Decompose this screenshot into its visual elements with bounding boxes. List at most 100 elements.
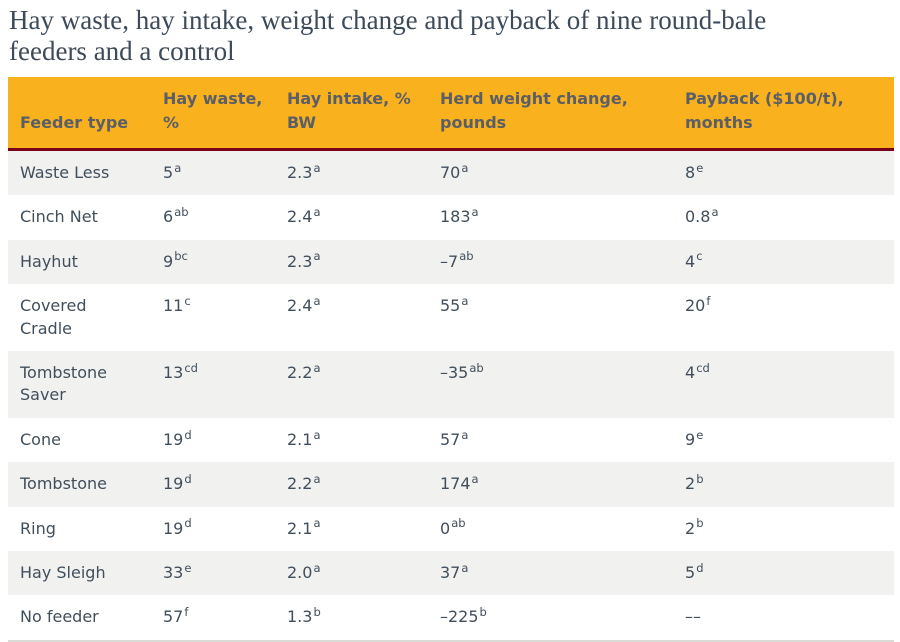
significance-superscript: ab xyxy=(459,249,474,264)
value-cell: 2.1a xyxy=(287,516,321,538)
feeder-type-cell: Waste Less xyxy=(20,163,110,182)
value-cell: –225b xyxy=(428,595,673,642)
value-cell: 9bc xyxy=(163,249,188,271)
value-cell: 2.2a xyxy=(287,471,321,494)
value-cell: 2b xyxy=(685,516,704,538)
value-cell: 2.1a xyxy=(287,427,321,449)
value-cell: 4cd xyxy=(685,360,710,383)
value-cell: 2b xyxy=(685,471,704,494)
table-row: Tombstone 19d 2.2a 174a 2b xyxy=(8,462,894,507)
significance-superscript: cd xyxy=(696,360,710,375)
table-header: Feeder type Hay waste, % Hay intake, % BW H… xyxy=(8,77,894,151)
value-cell: 183a xyxy=(440,205,479,227)
significance-superscript: ab xyxy=(174,205,189,220)
value-cell: 11c xyxy=(163,293,191,316)
significance-superscript: a xyxy=(174,160,182,175)
header-row: Feeder type Hay waste, % Hay intake, % BW H… xyxy=(8,77,894,151)
value-cell: 0ab xyxy=(440,516,466,538)
value-cell: 19d xyxy=(163,471,192,494)
significance-superscript: e xyxy=(696,160,704,175)
value-cell: –7ab xyxy=(440,249,474,271)
value-cell: 9e xyxy=(685,427,704,449)
table-row: Ring 19d 2.1a 0ab 2b xyxy=(8,506,894,552)
value-cell: 19d xyxy=(163,516,192,538)
significance-superscript: a xyxy=(313,205,321,220)
table-body: Waste Less 5a 2.3a 70a 8e Cinch Net 6ab 2.4a 183… xyxy=(8,149,894,642)
significance-superscript: f xyxy=(706,293,711,308)
column-header-1: Feeder type xyxy=(8,77,151,151)
value-cell: 2.3a xyxy=(287,160,321,182)
value-cell: 8e xyxy=(685,160,704,182)
significance-superscript: a xyxy=(461,293,469,308)
significance-superscript: a xyxy=(711,205,719,220)
significance-superscript: bc xyxy=(174,249,188,264)
table-row: Waste Less 5a 2.3a 70a 8e xyxy=(8,149,894,196)
column-header-2: Hay waste, % xyxy=(151,77,275,151)
value-cell: 5a xyxy=(163,160,182,182)
significance-superscript: f xyxy=(184,605,189,620)
significance-superscript: a xyxy=(313,293,321,308)
value-cell: 6ab xyxy=(163,205,189,227)
feeder-type-cell: Tombstone xyxy=(20,474,107,494)
feeder-type-cell: Ring xyxy=(20,518,56,538)
significance-superscript: ab xyxy=(451,516,466,531)
significance-superscript: e xyxy=(184,560,192,575)
significance-superscript: a xyxy=(313,516,321,531)
value-cell: 174a xyxy=(440,471,479,494)
feeder-type-cell: Hay Sleigh xyxy=(20,563,106,583)
significance-superscript: a xyxy=(313,360,321,375)
value-cell: 5d xyxy=(685,560,704,583)
value-cell: 0.8a xyxy=(685,205,719,227)
value-cell: 57f xyxy=(151,595,275,642)
significance-superscript: a xyxy=(313,249,321,264)
value-cell: 4c xyxy=(685,249,703,271)
table-row: Tombstone Saver 13cd 2.2a –35ab 4cd xyxy=(8,351,894,418)
value-cell: 2.0a xyxy=(287,560,321,583)
value-cell: 20f xyxy=(685,293,711,316)
value-cell: 2.3a xyxy=(287,249,321,271)
table-row: Covered Cradle 11c 2.4a 55a 20f xyxy=(8,284,894,352)
significance-superscript: a xyxy=(471,205,479,220)
column-header-4: Herd weight change, pounds xyxy=(428,77,673,151)
significance-superscript: d xyxy=(184,427,192,442)
significance-superscript: ab xyxy=(469,360,484,375)
significance-superscript: a xyxy=(313,471,321,486)
significance-superscript: a xyxy=(461,160,469,175)
significance-superscript: a xyxy=(471,471,479,486)
significance-superscript: a xyxy=(461,560,469,575)
feeder-type-cell: Tombstone Saver xyxy=(20,363,107,405)
significance-superscript: cd xyxy=(184,360,198,375)
feeder-type-cell: Cinch Net xyxy=(20,207,98,227)
significance-superscript: a xyxy=(313,160,321,175)
significance-superscript: a xyxy=(461,427,469,442)
table-row: Cinch Net 6ab 2.4a 183a 0.8a xyxy=(8,195,894,240)
page-title: Hay waste, hay intake, weight change and… xyxy=(9,5,767,66)
significance-superscript: e xyxy=(696,427,704,442)
value-cell: 2.2a xyxy=(287,360,321,383)
value-cell: 57a xyxy=(440,427,469,449)
significance-superscript: d xyxy=(184,471,192,486)
significance-superscript: b xyxy=(696,471,704,486)
significance-superscript: b xyxy=(313,605,321,620)
column-header-5: Payback ($100/t), months xyxy=(673,77,894,151)
value-cell: 19d xyxy=(163,427,192,449)
significance-superscript: c xyxy=(184,293,191,308)
table-row: Cone 19d 2.1a 57a 9e xyxy=(8,417,894,463)
value-cell: 2.4a xyxy=(287,293,321,316)
value-cell: 55a xyxy=(440,293,469,316)
feeder-type-cell: No feeder xyxy=(8,595,151,642)
value-cell: 2.4a xyxy=(287,205,321,227)
feeder-type-cell: Hayhut xyxy=(20,251,78,271)
table-row: No feeder 57f 1.3b –225b –– xyxy=(8,595,894,642)
significance-superscript: d xyxy=(696,560,704,575)
significance-superscript: b xyxy=(479,605,487,620)
value-cell: 70a xyxy=(440,160,469,182)
value-cell: 37a xyxy=(440,560,469,583)
feeder-type-cell: Cone xyxy=(20,429,61,449)
feeder-type-cell: Covered Cradle xyxy=(20,296,87,338)
value-cell: 13cd xyxy=(163,360,198,383)
significance-superscript: c xyxy=(696,249,703,264)
value-cell: –– xyxy=(673,595,894,642)
table-row: Hay Sleigh 33e 2.0a 37a 5d xyxy=(8,551,894,596)
value-cell: –35ab xyxy=(440,360,484,383)
